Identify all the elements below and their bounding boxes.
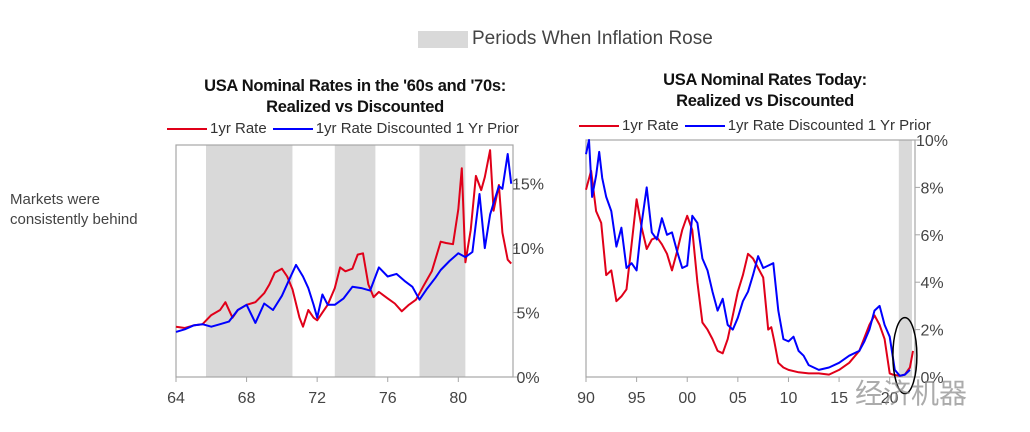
y-tick-label: 10% <box>916 133 948 150</box>
right-chart-legend: 1yr Rate 1yr Rate Discounted 1 Yr Prior <box>579 117 937 134</box>
left-chart-legend: 1yr Rate 1yr Rate Discounted 1 Yr Prior <box>167 120 525 137</box>
y-tick-label: 4% <box>920 275 943 292</box>
x-tick-label: 15 <box>830 390 848 407</box>
right-legend-item-1yr-rate: 1yr Rate <box>579 117 679 134</box>
y-tick-label: 6% <box>920 228 943 245</box>
annotation-text: Markets were consistently behind <box>10 190 138 230</box>
series-line-discounted <box>175 153 513 333</box>
shading-legend-swatch <box>418 30 468 48</box>
left-chart-title-line-1: USA Nominal Rates in the '60s and '70s: <box>204 77 506 95</box>
annotation-line-2: consistently behind <box>10 211 138 228</box>
x-tick-label: 72 <box>308 390 326 407</box>
x-tick-label: 64 <box>167 390 185 407</box>
left-chart-title-line-2: Realized vs Discounted <box>266 98 444 116</box>
red-line-swatch <box>167 127 207 130</box>
right-chart: 90 95 00 05 10 15 20 0% 2% 4% 6% 8% 10% <box>577 133 948 407</box>
y-tick-label: 5% <box>516 306 539 323</box>
x-tick-label: 20 <box>881 390 899 407</box>
x-tick-label: 68 <box>238 390 256 407</box>
y-tick-label: 2% <box>920 323 943 340</box>
y-tick-label: 10% <box>512 241 544 258</box>
x-tick-label: 80 <box>449 390 467 407</box>
left-legend-item-discounted: 1yr Rate Discounted 1 Yr Prior <box>272 120 519 137</box>
shaded-period-0 <box>898 140 912 377</box>
x-tick-label: 10 <box>780 390 798 407</box>
x-tick-label: 76 <box>379 390 397 407</box>
right-chart-title-line-2: Realized vs Discounted <box>676 92 854 110</box>
plot-frame <box>175 144 514 378</box>
left-chart-title: USA Nominal Rates in the '60s and '70s: … <box>165 76 545 118</box>
series-line-realized <box>585 169 914 377</box>
left-legend-item-1yr-rate: 1yr Rate <box>167 120 267 137</box>
y-tick-label: 0% <box>920 370 943 387</box>
annotation-line-1: Markets were <box>10 191 101 208</box>
x-tick-label: 90 <box>577 390 595 407</box>
right-legend-label-2: 1yr Rate Discounted 1 Yr Prior <box>727 117 931 134</box>
highlight-ellipse <box>892 316 918 395</box>
blue-line-swatch <box>272 127 313 130</box>
left-legend-label-2: 1yr Rate Discounted 1 Yr Prior <box>315 120 519 137</box>
x-tick-label: 95 <box>628 390 646 407</box>
x-tick-label: 00 <box>678 390 696 407</box>
right-chart-title: USA Nominal Rates Today: Realized vs Dis… <box>600 70 930 112</box>
watermark: 经济机器 <box>855 377 968 410</box>
y-tick-label: 8% <box>920 180 943 197</box>
y-tick-label: 15% <box>512 177 544 194</box>
right-chart-title-line-1: USA Nominal Rates Today: <box>663 71 867 89</box>
blue-line-swatch <box>684 124 725 127</box>
y-tick-label: 0% <box>516 370 539 387</box>
shading-legend-label: Periods When Inflation Rose <box>472 28 713 49</box>
shaded-period-2 <box>419 145 466 377</box>
x-tick-label: 05 <box>729 390 747 407</box>
left-legend-label-1: 1yr Rate <box>210 120 267 137</box>
plot-frame <box>585 139 916 378</box>
shading-legend: Periods When Inflation Rose <box>418 28 713 50</box>
red-line-swatch <box>579 124 619 127</box>
series-line-discounted <box>585 139 911 377</box>
left-chart: 64 68 72 76 80 0% 5% 10% 15% <box>167 144 544 407</box>
right-legend-item-discounted: 1yr Rate Discounted 1 Yr Prior <box>684 117 931 134</box>
right-legend-label-1: 1yr Rate <box>622 117 679 134</box>
series-line-realized <box>175 149 512 329</box>
shaded-period-0 <box>205 145 293 377</box>
